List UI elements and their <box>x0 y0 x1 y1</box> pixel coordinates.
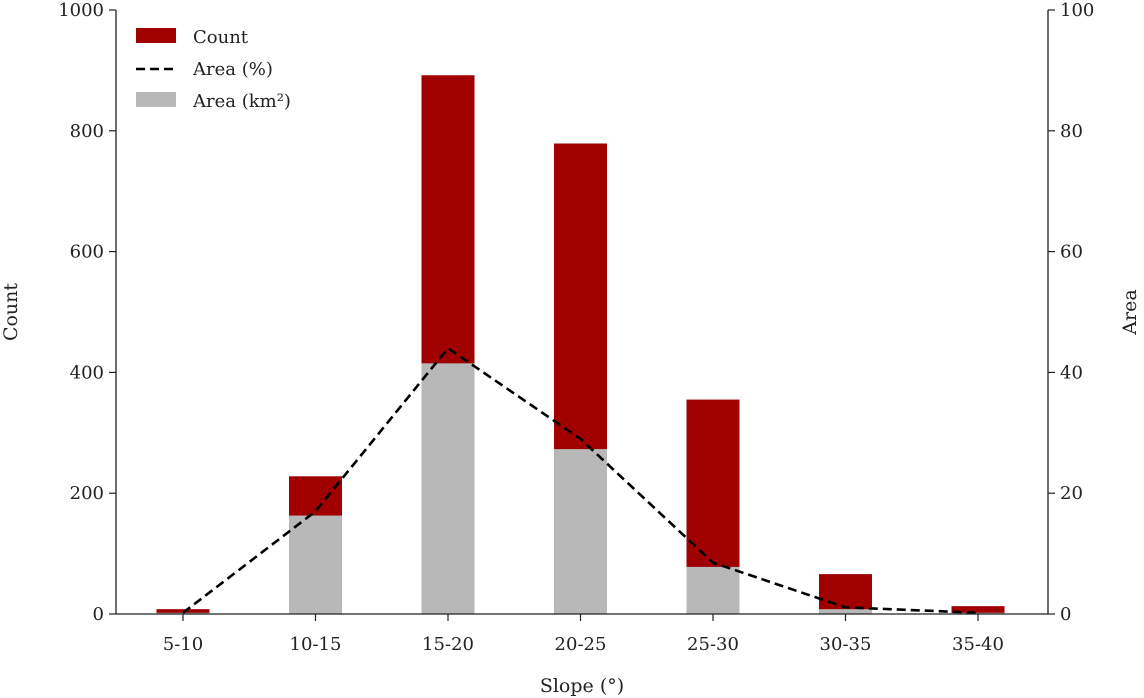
legend-label-area-km2: Area (km²) <box>192 91 291 112</box>
y-tick-label-400: 400 <box>70 362 104 383</box>
y-right-tick-label-60: 60 <box>1060 242 1083 263</box>
bar-area-km2-25-30 <box>686 566 740 614</box>
bar-area-km2-10-15 <box>289 515 342 614</box>
legend-swatch-area-km2 <box>136 92 176 107</box>
y-axis-right-label: Area <box>1119 289 1141 335</box>
legend-swatch-count <box>136 28 176 43</box>
bars-layer <box>156 75 1005 615</box>
legend-label-count: Count <box>193 27 249 48</box>
x-tick-label-15-20: 15-20 <box>422 634 474 655</box>
y-right-tick-label-0: 0 <box>1060 604 1071 625</box>
x-tick-label-5-10: 5-10 <box>163 634 203 655</box>
legend: Count Area (%) Area (km²) <box>136 27 291 112</box>
y-right-tick-label-80: 80 <box>1060 121 1083 142</box>
x-tick-label-10-15: 10-15 <box>290 634 342 655</box>
y-tick-label-1000: 1000 <box>58 0 104 21</box>
bar-count-35-40 <box>951 606 1005 614</box>
x-tick-label-30-35: 30-35 <box>820 634 872 655</box>
bar-area-km2-30-35 <box>819 609 872 614</box>
axes <box>115 10 1049 615</box>
legend-label-area-percent: Area (%) <box>192 59 273 80</box>
y-tick-label-0: 0 <box>93 604 104 625</box>
y-axis-label: Count <box>0 283 22 341</box>
area-percent-line-layer <box>182 346 979 615</box>
y-tick-label-600: 600 <box>70 242 104 263</box>
bar-area-km2-15-20 <box>421 363 475 614</box>
x-tick-label-35-40: 35-40 <box>952 634 1004 655</box>
ticks-layer: 0 200 400 600 800 1000 0 20 40 60 80 100 5-10 10-15 15… <box>58 0 1094 655</box>
y-tick-label-200: 200 <box>70 483 104 504</box>
y-tick-label-800: 800 <box>70 121 104 142</box>
bar-area-km2-20-25 <box>554 449 607 614</box>
y-right-tick-label-20: 20 <box>1060 483 1083 504</box>
x-axis-label: Slope (°) <box>540 675 624 697</box>
y-right-tick-label-40: 40 <box>1060 362 1083 383</box>
x-tick-label-20-25: 20-25 <box>555 634 607 655</box>
y-right-tick-label-100: 100 <box>1060 0 1094 21</box>
line-area-percent <box>182 346 979 615</box>
x-tick-label-25-30: 25-30 <box>687 634 739 655</box>
